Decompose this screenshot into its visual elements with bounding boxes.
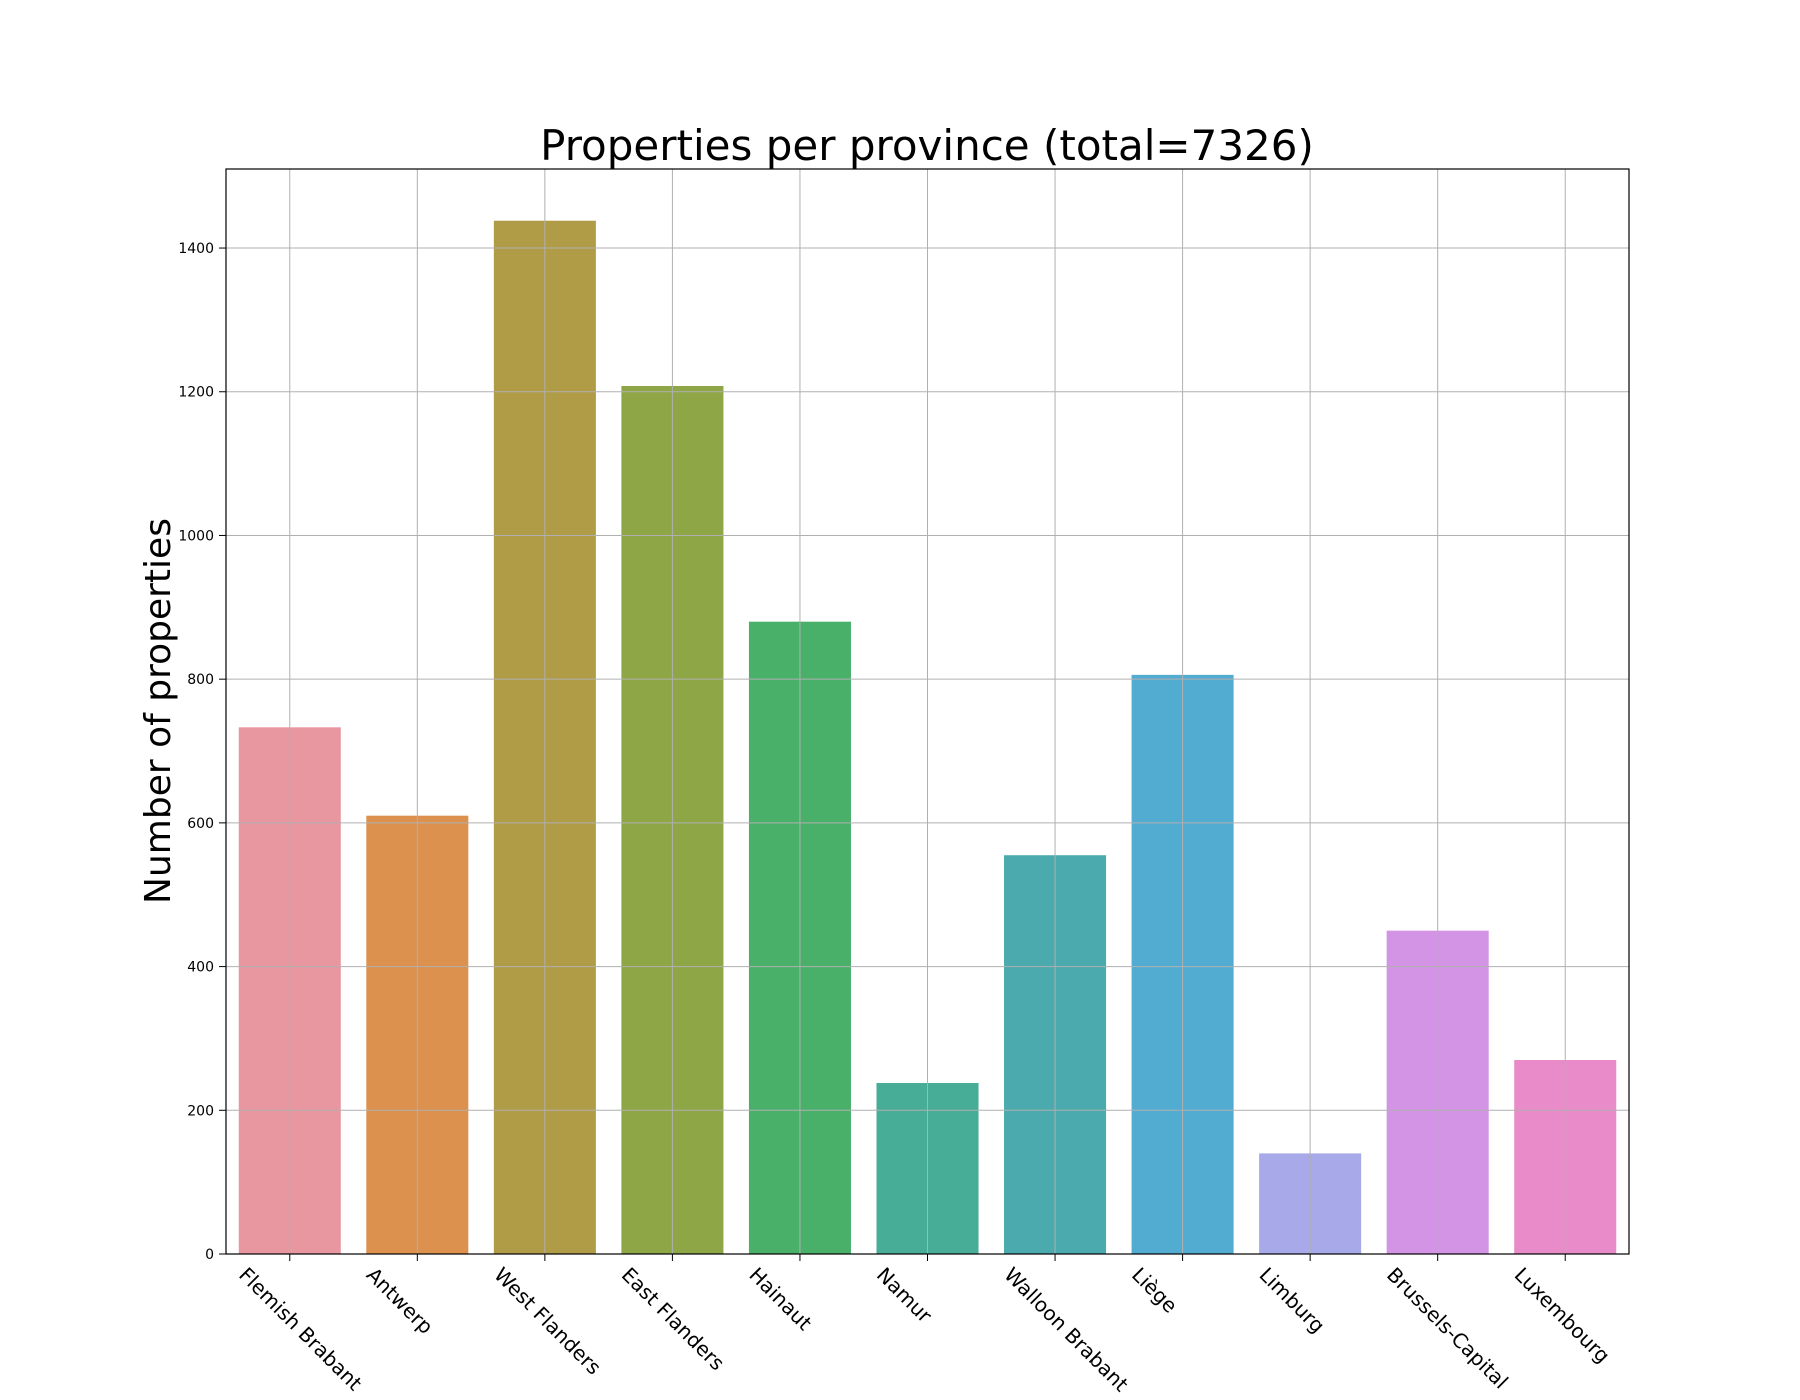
y-axis-label: Number of properties: [138, 518, 179, 904]
x-tick-label: Antwerp: [362, 1263, 438, 1339]
y-tick-label: 200: [187, 1103, 214, 1119]
chart-title: Properties per province (total=7326): [540, 121, 1314, 170]
x-tick-label: Luxembourg: [1510, 1263, 1615, 1368]
x-tick-label: East Flanders: [617, 1263, 730, 1376]
x-tick-label: Liège: [1127, 1263, 1182, 1318]
x-tick-label: Namur: [872, 1263, 937, 1328]
x-tick-label: West Flanders: [489, 1263, 606, 1380]
y-tick-label: 800: [187, 672, 214, 688]
y-tick-label: 0: [205, 1247, 214, 1263]
x-tick-label: Walloon Brabant: [1000, 1263, 1134, 1397]
y-tick-label: 1200: [178, 385, 214, 401]
y-tick-label: 1400: [178, 241, 214, 257]
x-tick-label: Hainaut: [744, 1263, 816, 1335]
y-axis-ticks: 0 200 400 600 800 1000 1200 1400: [178, 241, 226, 1263]
x-tick-label: Brussels-Capital: [1382, 1263, 1513, 1394]
y-tick-label: 600: [187, 816, 214, 832]
y-tick-label: 400: [187, 960, 214, 976]
y-tick-label: 1000: [178, 528, 214, 544]
x-tick-label: Flemish Brabant: [234, 1263, 367, 1396]
x-tick-label: Limburg: [1255, 1263, 1330, 1338]
